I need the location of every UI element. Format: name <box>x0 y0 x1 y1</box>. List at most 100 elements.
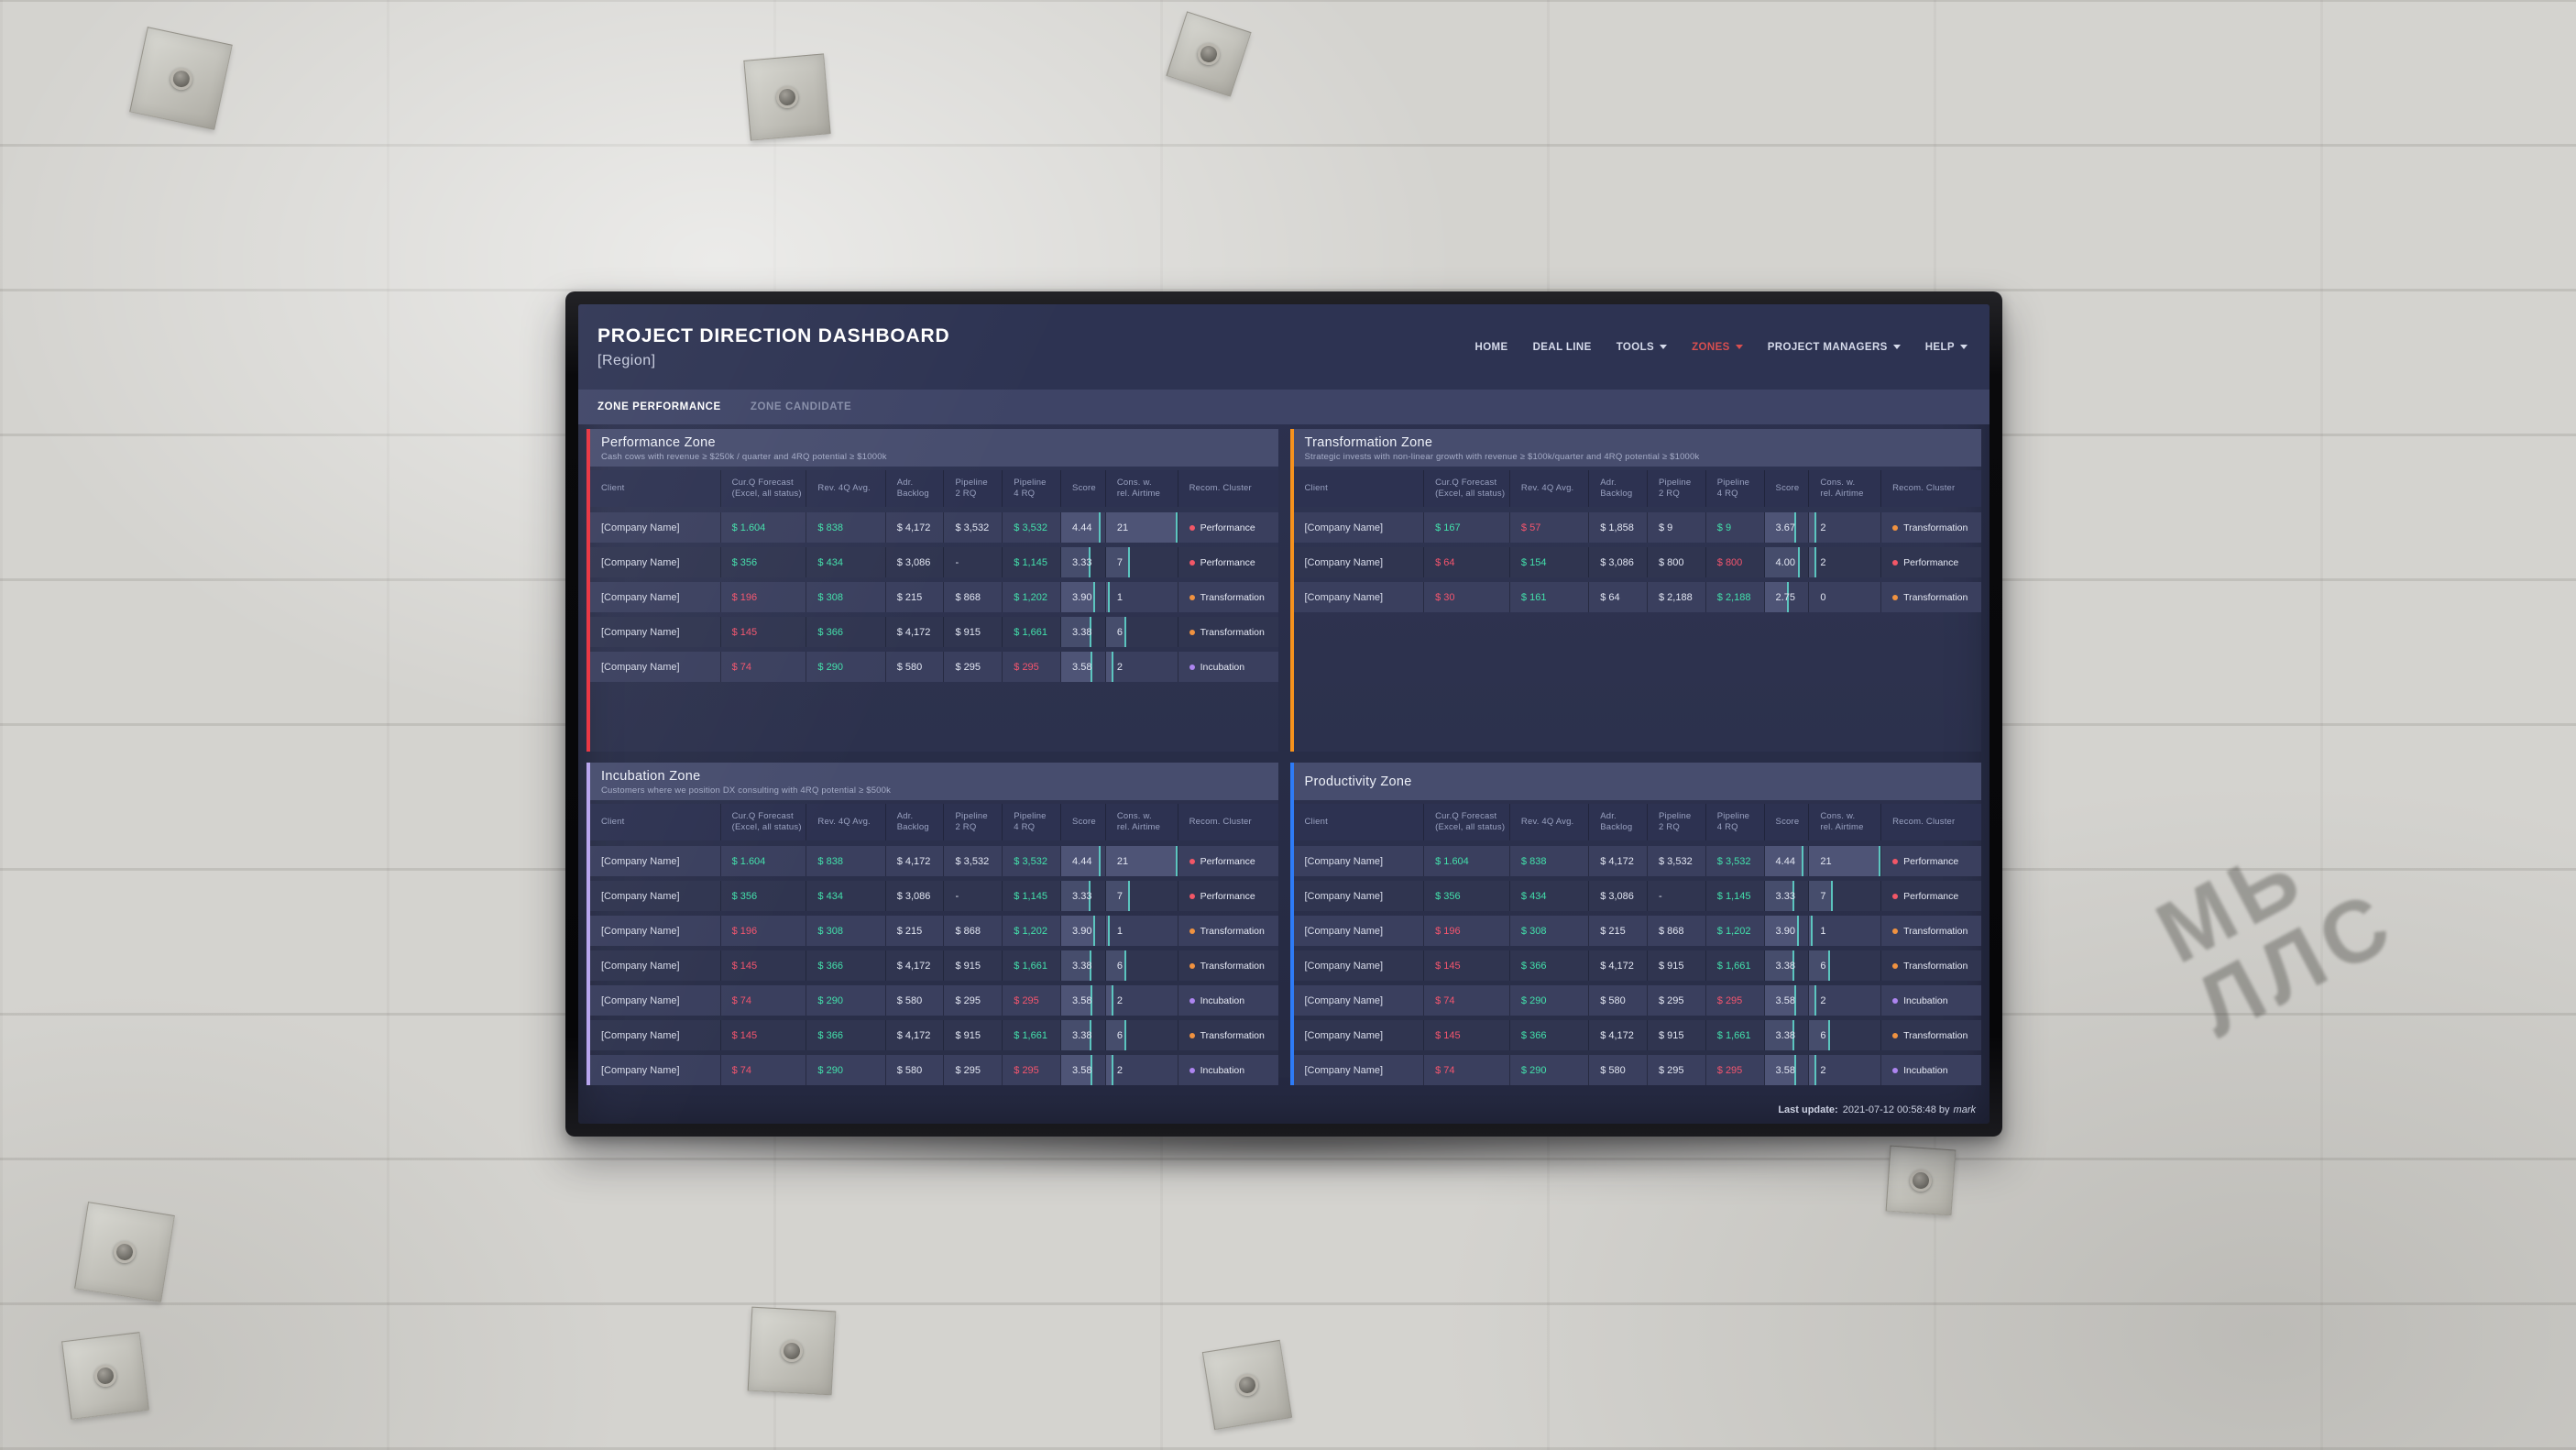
cluster-label: Incubation <box>1200 994 1245 1006</box>
tab-zone-performance[interactable]: ZONE PERFORMANCE <box>597 401 721 412</box>
cell-adr-backlog: $ 580 <box>886 985 945 1016</box>
column-header-1: Cur.Q Forecast (Excel, all status) <box>1424 804 1510 840</box>
cell-adr-backlog: $ 3,086 <box>1589 881 1648 911</box>
last-update-user: mark <box>1953 1104 1976 1115</box>
cell-adr-backlog: $ 4,172 <box>886 617 945 647</box>
cell-client: [Company Name] <box>590 512 721 543</box>
table-row: [Company Name] $ 30 $ 161 $ 64 $ 2,188 $ 2,18… <box>1293 582 1981 612</box>
cell-recom-cluster: Incubation <box>1178 652 1278 682</box>
cluster-label: Performance <box>1903 855 1959 867</box>
cell-airtime-value: 7 <box>1116 556 1123 568</box>
cluster-label: Transformation <box>1200 591 1265 603</box>
airtime-bar <box>1105 1055 1113 1085</box>
table-row: [Company Name] $ 145 $ 366 $ 4,172 $ 915 $ 1,… <box>1293 950 1981 981</box>
cell-adr-backlog: $ 4,172 <box>886 512 945 543</box>
column-header-6: Score <box>1061 470 1106 507</box>
table-row: [Company Name] $ 74 $ 290 $ 580 $ 295 $ 295 3.… <box>590 652 1278 682</box>
cell-client: [Company Name] <box>1294 547 1425 577</box>
nav-item-tools[interactable]: TOOLS <box>1617 342 1668 353</box>
wall-anchor-plate <box>1201 1339 1293 1431</box>
cell-score: 3.33 <box>1764 881 1810 911</box>
airtime-bar <box>1105 950 1127 981</box>
cluster-dot <box>1189 1032 1195 1038</box>
cell-curq-forecast: $ 64 <box>1424 547 1510 577</box>
nav-item-zones[interactable]: ZONES <box>1692 342 1743 353</box>
cluster-label: Transformation <box>1903 591 1968 603</box>
cell-airtime: 6 <box>1809 1020 1882 1050</box>
cell-adr-backlog: $ 4,172 <box>886 1020 945 1050</box>
zone-header: Transformation Zone Strategic invests wit… <box>1293 429 1981 467</box>
airtime-bar <box>1105 985 1113 1016</box>
column-header-3: Adr. Backlog <box>1589 470 1648 507</box>
cell-score-value: 3.33 <box>1072 890 1092 902</box>
cell-client: [Company Name] <box>1294 916 1425 946</box>
cell-recom-cluster: Incubation <box>1178 1055 1278 1085</box>
cell-score: 3.38 <box>1061 617 1106 647</box>
cluster-dot <box>1189 559 1195 566</box>
page-title: PROJECT DIRECTION DASHBOARD <box>597 324 950 346</box>
wall-anchor-plate <box>1166 11 1252 97</box>
cell-airtime: 2 <box>1809 985 1882 1016</box>
nav-item-project-managers[interactable]: PROJECT MANAGERS <box>1768 342 1901 353</box>
bolt-icon <box>1194 39 1223 69</box>
cell-recom-cluster: Transformation <box>1881 582 1981 612</box>
dashboard-header: PROJECT DIRECTION DASHBOARD [Region] HOM… <box>578 304 1990 390</box>
cell-client: [Company Name] <box>1294 512 1425 543</box>
table-row: [Company Name] $ 74 $ 290 $ 580 $ 295 $ 295 3.… <box>590 1055 1278 1085</box>
score-bar <box>1764 916 1799 946</box>
score-bar <box>1061 985 1093 1016</box>
score-bar <box>1764 512 1797 543</box>
cell-airtime-value: 6 <box>1820 1029 1826 1041</box>
cell-recom-cluster: Transformation <box>1881 916 1981 946</box>
nav-item-home[interactable]: HOME <box>1474 341 1508 353</box>
score-bar <box>1061 617 1091 647</box>
cell-recom-cluster: Performance <box>1178 881 1278 911</box>
cell-score-value: 4.44 <box>1072 522 1092 533</box>
table-row: [Company Name] $ 356 $ 434 $ 3,086- $ 1,145 3… <box>590 881 1278 911</box>
cell-pipeline-4rq: $ 1,202 <box>1706 916 1765 946</box>
cell-pipeline-4rq: $ 1,661 <box>1706 1020 1765 1050</box>
column-header-3: Adr. Backlog <box>1589 804 1648 840</box>
cell-recom-cluster: Transformation <box>1178 582 1278 612</box>
cell-adr-backlog: $ 3,086 <box>886 547 945 577</box>
cell-airtime-value: 6 <box>1116 1029 1123 1041</box>
table-header-row: Client Cur.Q Forecast (Excel, all status)… <box>590 470 1278 507</box>
table-row: [Company Name] $ 196 $ 308 $ 215 $ 868 $ 1,20… <box>590 582 1278 612</box>
wall-anchor-plate <box>61 1332 149 1420</box>
score-bar <box>1764 547 1800 577</box>
tv-shadow <box>605 1129 1970 1177</box>
nav-item-help[interactable]: HELP <box>1925 342 1968 353</box>
cell-curq-forecast: $ 356 <box>721 881 807 911</box>
cell-airtime-value: 6 <box>1820 960 1826 972</box>
zone-panel-incubation-zone: Incubation Zone Customers where we positi… <box>586 763 1278 1085</box>
cell-adr-backlog: $ 215 <box>1589 916 1648 946</box>
cell-pipeline-4rq: $ 295 <box>1706 985 1765 1016</box>
cell-client: [Company Name] <box>1294 1055 1425 1085</box>
cell-score: 3.38 <box>1061 1020 1106 1050</box>
cell-rev-4q-avg: $ 434 <box>806 881 886 911</box>
tab-zone-candidate[interactable]: ZONE CANDIDATE <box>750 401 852 412</box>
cell-pipeline-4rq: $ 1,145 <box>1003 547 1062 577</box>
column-header-8: Recom. Cluster <box>1892 816 1956 827</box>
last-update-label: Last update: <box>1778 1104 1838 1115</box>
nav-item-deal-line[interactable]: DEAL LINE <box>1532 341 1592 353</box>
cell-score: 3.58 <box>1061 652 1106 682</box>
cell-adr-backlog: $ 3,086 <box>1589 547 1648 577</box>
cell-airtime: 2 <box>1105 652 1178 682</box>
cell-airtime-value: 6 <box>1116 960 1123 972</box>
zone-subtitle: Strategic invests with non-linear growth… <box>1304 451 1700 462</box>
table-header-row: Client Cur.Q Forecast (Excel, all status)… <box>1293 470 1981 507</box>
cell-rev-4q-avg: $ 434 <box>806 547 886 577</box>
cell-pipeline-2rq: $ 9 <box>1648 512 1706 543</box>
column-header-7: Cons. w. rel. Airtime <box>1106 470 1178 507</box>
airtime-bar <box>1809 950 1830 981</box>
cluster-dot <box>1892 559 1899 566</box>
cell-pipeline-2rq: - <box>1648 881 1706 911</box>
column-header-6: Score <box>1765 470 1810 507</box>
cell-pipeline-2rq: $ 295 <box>944 1055 1003 1085</box>
cell-adr-backlog: $ 580 <box>886 652 945 682</box>
cell-pipeline-2rq: $ 915 <box>944 617 1003 647</box>
column-header-5: Pipeline 4 RQ <box>1706 804 1765 840</box>
table-row: [Company Name] $ 145 $ 366 $ 4,172 $ 915 $ 1,… <box>590 1020 1278 1050</box>
cell-airtime-value: 2 <box>1116 1064 1123 1076</box>
